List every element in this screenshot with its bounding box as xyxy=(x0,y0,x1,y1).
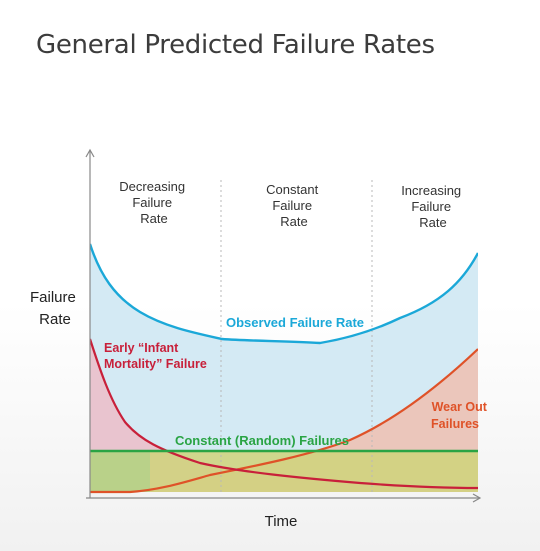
wearout-curve xyxy=(90,348,478,494)
constant-left-band xyxy=(90,451,150,492)
plot-area xyxy=(90,180,478,494)
constant-label: Constant (Random) Failures xyxy=(175,433,349,448)
constant-area xyxy=(90,451,478,492)
x-axis-label: Time xyxy=(265,513,298,530)
wearout-label: Wear Out Failures xyxy=(431,400,490,431)
region-label-constant: Constant Failure Rate xyxy=(266,182,322,229)
observed-label: Observed Failure Rate xyxy=(226,315,364,330)
region-label-increasing: Increasing Failure Rate xyxy=(401,183,465,230)
y-axis-arrow xyxy=(85,148,95,158)
observed-curve xyxy=(90,243,478,345)
page-title: General Predicted Failure Rates xyxy=(36,30,435,60)
x-axis-arrow xyxy=(472,493,482,503)
early-curve xyxy=(90,338,478,490)
region-label-decreasing: Decreasing Failure Rate xyxy=(119,179,188,226)
y-axis-label: Failure Rate xyxy=(30,289,80,328)
early-label: Early “Infant Mortality” Failure xyxy=(104,341,207,371)
